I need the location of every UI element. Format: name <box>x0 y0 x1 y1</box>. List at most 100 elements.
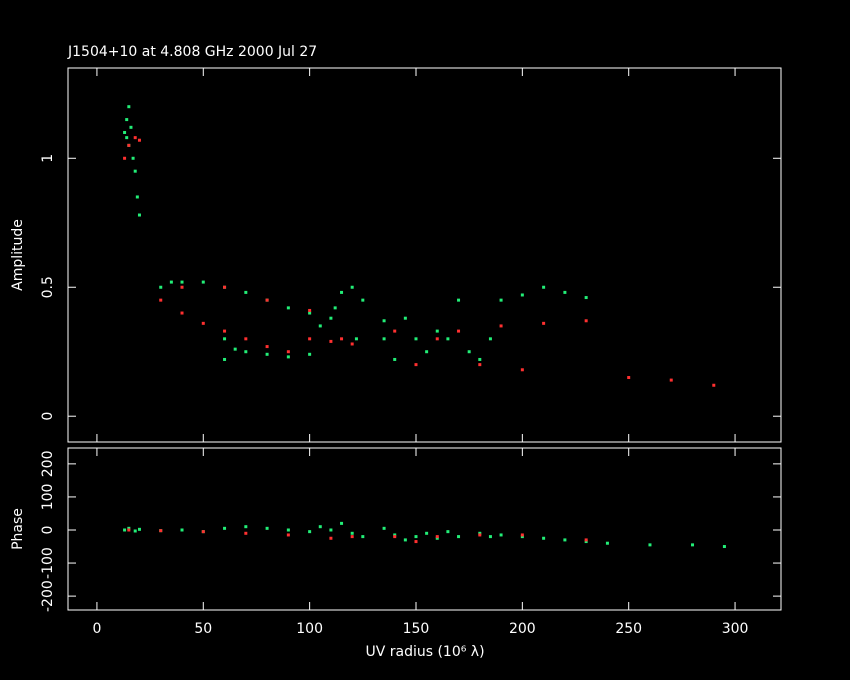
data-point <box>403 538 407 542</box>
data-point <box>478 533 482 537</box>
data-point <box>414 337 418 341</box>
data-point <box>223 329 227 333</box>
y-tick-label: 1 <box>40 154 56 163</box>
data-point <box>180 285 184 289</box>
data-point <box>350 342 354 346</box>
data-point <box>233 347 237 351</box>
data-point <box>223 337 227 341</box>
data-point <box>265 345 269 349</box>
data-point <box>244 525 248 529</box>
data-point <box>180 311 184 315</box>
data-point <box>425 531 429 535</box>
data-point <box>125 136 129 140</box>
data-point <box>382 526 386 530</box>
data-point <box>354 337 358 341</box>
data-point <box>127 528 131 532</box>
y-axis-label: Phase <box>10 508 26 550</box>
x-tick-label: 150 <box>403 621 430 637</box>
data-point <box>123 156 127 160</box>
data-point <box>308 337 312 341</box>
data-point <box>584 540 588 544</box>
data-point <box>123 528 127 532</box>
data-point <box>318 324 322 328</box>
data-point <box>499 298 503 302</box>
data-point <box>244 290 248 294</box>
data-point <box>446 337 450 341</box>
data-point <box>223 526 227 530</box>
data-point <box>435 536 439 540</box>
data-point <box>467 350 471 354</box>
data-point <box>223 357 227 361</box>
data-point <box>127 105 131 109</box>
data-point <box>308 352 312 356</box>
data-point <box>563 290 567 294</box>
data-point <box>457 535 461 539</box>
plot-frame <box>67 67 782 443</box>
data-point <box>382 337 386 341</box>
x-tick-label: 100 <box>296 621 323 637</box>
data-point <box>159 285 163 289</box>
data-point <box>308 308 312 312</box>
data-point <box>137 138 141 142</box>
y-tick-label: -100 <box>40 547 56 579</box>
data-point <box>520 533 524 537</box>
data-point <box>584 296 588 300</box>
y-tick-label: 0 <box>40 526 56 535</box>
data-point <box>223 285 227 289</box>
data-point <box>393 535 397 539</box>
x-tick-label: 250 <box>615 621 642 637</box>
y-axis-label: Amplitude <box>10 219 26 291</box>
data-point <box>137 527 141 531</box>
data-point <box>446 530 450 534</box>
data-point <box>201 530 205 534</box>
data-point <box>244 350 248 354</box>
data-point <box>133 529 137 533</box>
data-point <box>712 383 716 387</box>
data-point <box>488 337 492 341</box>
data-point <box>499 324 503 328</box>
data-point <box>584 538 588 542</box>
y-tick-label: 0.5 <box>40 276 56 298</box>
data-point <box>435 535 439 539</box>
data-point <box>133 169 137 173</box>
data-point <box>414 535 418 539</box>
data-point <box>488 535 492 539</box>
data-point <box>159 529 163 533</box>
data-point <box>125 118 129 122</box>
data-point <box>425 350 429 354</box>
data-point <box>244 337 248 341</box>
y-tick-label: 0 <box>40 412 56 421</box>
x-tick-label: 300 <box>722 621 749 637</box>
y-tick-label: -200 <box>40 580 56 612</box>
data-point <box>286 533 290 537</box>
data-point <box>520 293 524 297</box>
y-tick-label: 200 <box>40 451 56 478</box>
data-point <box>435 329 439 333</box>
data-point <box>265 526 269 530</box>
plot-frame <box>67 447 782 611</box>
data-point <box>329 536 333 540</box>
data-point <box>350 535 354 539</box>
data-point <box>350 531 354 535</box>
data-point <box>201 280 205 284</box>
y-tick-label: 100 <box>40 484 56 511</box>
data-point <box>131 156 135 160</box>
data-point <box>669 378 673 382</box>
data-point <box>350 285 354 289</box>
data-point <box>127 143 131 147</box>
data-point <box>542 321 546 325</box>
data-point <box>265 298 269 302</box>
data-point <box>286 355 290 359</box>
data-point <box>393 357 397 361</box>
data-point <box>499 533 503 537</box>
data-point <box>129 125 133 129</box>
data-point <box>414 540 418 544</box>
data-point <box>333 306 337 310</box>
data-point <box>137 213 141 217</box>
data-point <box>478 363 482 367</box>
data-point <box>340 337 344 341</box>
data-point <box>169 280 173 284</box>
chart-title: J1504+10 at 4.808 GHz 2000 Jul 27 <box>67 44 317 60</box>
data-point <box>133 136 137 140</box>
data-point <box>329 528 333 532</box>
